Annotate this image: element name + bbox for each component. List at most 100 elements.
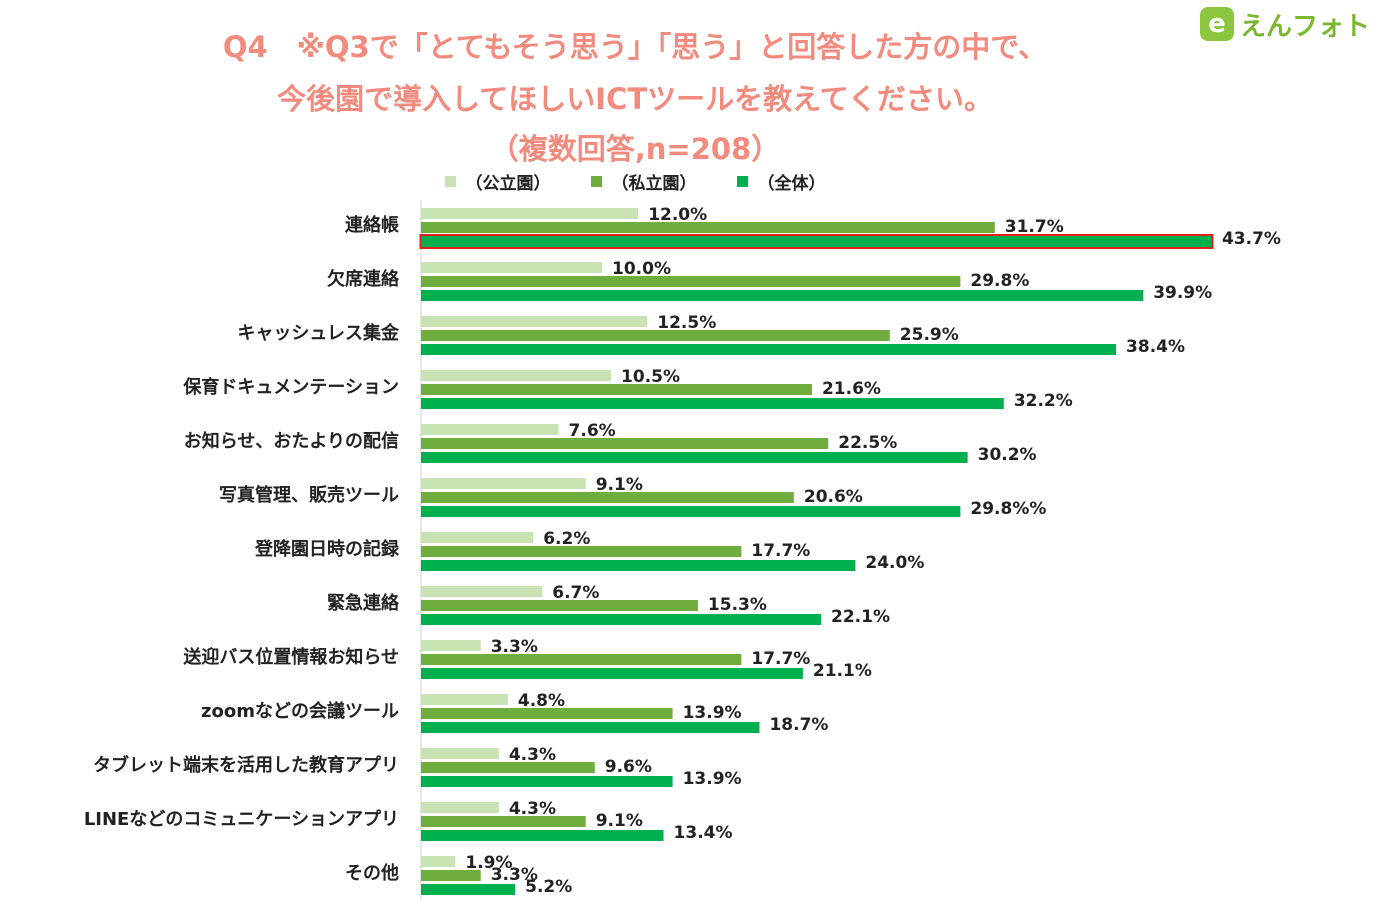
- data-label-private: 22.5%: [838, 433, 897, 453]
- bar-total: [421, 668, 803, 679]
- category-label: LINEなどのコミュニケーションアプリ: [84, 808, 399, 830]
- category-label: zoomなどの会議ツール: [201, 700, 399, 722]
- category-label: 写真管理、販売ツール: [219, 484, 399, 506]
- bar-public: [421, 802, 499, 813]
- bar-total: [421, 614, 822, 625]
- bar-public: [421, 532, 534, 543]
- data-label-public: 10.0%: [612, 259, 671, 279]
- data-label-private: 29.8%: [970, 271, 1029, 291]
- bar-private: [421, 870, 481, 881]
- bar-private: [421, 222, 995, 233]
- data-label-public: 9.1%: [596, 475, 643, 495]
- data-label-private: 9.6%: [605, 757, 652, 777]
- category-label: 登降園日時の記録: [254, 538, 400, 560]
- bar-public: [421, 262, 602, 273]
- bar-total: [421, 722, 760, 733]
- highlight-outline: [419, 234, 1214, 249]
- bar-total: [421, 290, 1144, 301]
- data-label-private: 25.9%: [900, 325, 959, 345]
- data-label-public: 1.9%: [465, 853, 512, 873]
- bar-total: [421, 830, 664, 841]
- data-label-public: 12.0%: [648, 205, 707, 225]
- bar-private: [421, 708, 673, 719]
- bar-private: [421, 654, 742, 665]
- legend-swatch-public: [444, 175, 456, 187]
- data-label-private: 21.6%: [822, 379, 881, 399]
- legend-label-public: （公立園）: [465, 173, 551, 194]
- data-label-public: 12.5%: [657, 313, 716, 333]
- data-label-private: 17.7%: [751, 541, 810, 561]
- legend-item-public: （公立園）: [444, 170, 551, 194]
- data-label-private: 15.3%: [708, 595, 767, 615]
- bar-total: [421, 236, 1212, 247]
- chart-legend: （公立園） （私立園） （全体）: [0, 170, 1390, 194]
- data-label-private: 3.3%: [491, 865, 538, 885]
- category-label: 緊急連絡: [327, 592, 400, 614]
- category-label: 連絡帳: [345, 214, 399, 236]
- data-label-total: 21.1%: [813, 661, 872, 681]
- bar-total: [421, 398, 1004, 409]
- data-label-total: 18.7%: [769, 715, 828, 735]
- bar-public: [421, 748, 499, 759]
- data-label-public: 4.3%: [509, 745, 556, 765]
- data-label-private: 9.1%: [596, 811, 643, 831]
- bar-public: [421, 316, 648, 327]
- data-label-public: 4.3%: [509, 799, 556, 819]
- data-label-total: 22.1%: [831, 607, 890, 627]
- legend-item-private: （私立園）: [590, 170, 697, 194]
- data-label-public: 7.6%: [569, 421, 616, 441]
- bar-public: [421, 478, 586, 489]
- bar-total: [421, 452, 968, 463]
- bar-private: [421, 384, 812, 395]
- data-label-total: 39.9%: [1153, 283, 1212, 303]
- legend-item-total: （全体）: [736, 170, 826, 194]
- data-label-total: 43.7%: [1222, 229, 1281, 249]
- data-label-total: 5.2%: [525, 877, 572, 897]
- bar-total: [421, 776, 673, 787]
- data-label-total: 38.4%: [1126, 337, 1185, 357]
- category-label: 送迎バス位置情報お知らせ: [182, 646, 399, 668]
- data-label-total: 13.4%: [674, 823, 733, 843]
- category-label: キャッシュレス集金: [237, 322, 400, 344]
- data-label-private: 13.9%: [683, 703, 742, 723]
- bar-private: [421, 600, 698, 611]
- data-label-public: 6.2%: [543, 529, 590, 549]
- data-label-public: 3.3%: [491, 637, 538, 657]
- bar-private: [421, 816, 586, 827]
- legend-swatch-private: [590, 175, 602, 187]
- data-label-public: 4.8%: [518, 691, 565, 711]
- bar-private: [421, 546, 742, 557]
- bar-total: [421, 884, 516, 895]
- legend-swatch-total: [736, 175, 748, 187]
- bar-total: [421, 560, 856, 571]
- category-label: タブレット端末を活用した教育アプリ: [93, 754, 399, 776]
- data-label-total: 29.8%%: [970, 499, 1046, 519]
- bar-private: [421, 762, 595, 773]
- data-label-total: 30.2%: [978, 445, 1037, 465]
- chart-title-line-2: 今後園で導入してほしいICTツールを教えてください。: [277, 82, 993, 116]
- data-label-private: 31.7%: [1005, 217, 1064, 237]
- data-label-total: 32.2%: [1014, 391, 1073, 411]
- bar-private: [421, 438, 829, 449]
- logo-text: えんフォト: [1240, 11, 1371, 42]
- data-label-public: 6.7%: [552, 583, 599, 603]
- logo-e-icon: e: [1200, 7, 1234, 41]
- bar-public: [421, 370, 612, 381]
- bar-public: [421, 208, 639, 219]
- bar-private: [421, 492, 794, 503]
- bar-public: [421, 640, 481, 651]
- chart-title-line-1: Q4 ※Q3で「とてもそう思う」「思う」と回答した方の中で、: [222, 30, 1048, 64]
- bar-total: [421, 344, 1117, 355]
- category-label: 保育ドキュメンテーション: [182, 376, 399, 398]
- data-label-public: 10.5%: [621, 367, 680, 387]
- chart-subtitle: （複数回答,n=208）: [489, 132, 781, 166]
- brand-logo: e えんフォト: [1200, 4, 1370, 44]
- bar-public: [421, 856, 456, 867]
- category-label: その他: [345, 862, 399, 884]
- bar-total: [421, 506, 961, 517]
- data-label-total: 13.9%: [683, 769, 742, 789]
- bar-public: [421, 586, 543, 597]
- data-label-total: 24.0%: [865, 553, 924, 573]
- bar-public: [421, 694, 508, 705]
